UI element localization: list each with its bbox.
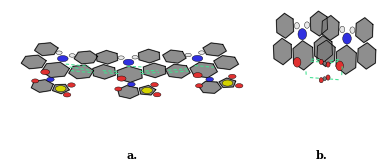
Circle shape — [185, 53, 191, 57]
Circle shape — [298, 29, 306, 40]
Circle shape — [41, 69, 50, 75]
Circle shape — [68, 83, 75, 87]
Circle shape — [151, 82, 158, 87]
Polygon shape — [143, 63, 166, 78]
Circle shape — [58, 56, 68, 62]
Polygon shape — [273, 38, 291, 65]
Text: a.: a. — [127, 150, 138, 161]
Polygon shape — [42, 62, 70, 77]
Circle shape — [305, 22, 310, 28]
Polygon shape — [199, 81, 222, 93]
Circle shape — [69, 54, 75, 57]
Circle shape — [192, 55, 203, 61]
Circle shape — [326, 75, 330, 80]
Circle shape — [195, 84, 203, 88]
Circle shape — [295, 23, 300, 29]
Circle shape — [127, 82, 135, 87]
Polygon shape — [93, 65, 115, 79]
Circle shape — [350, 27, 355, 33]
Circle shape — [319, 59, 323, 64]
Circle shape — [31, 79, 39, 83]
Circle shape — [222, 80, 233, 86]
Polygon shape — [219, 78, 236, 87]
Polygon shape — [314, 36, 333, 62]
Polygon shape — [356, 18, 373, 43]
Circle shape — [340, 26, 345, 33]
Polygon shape — [69, 65, 94, 79]
Polygon shape — [336, 45, 356, 74]
Circle shape — [336, 61, 343, 71]
Circle shape — [115, 87, 122, 91]
Polygon shape — [139, 86, 156, 95]
Circle shape — [323, 77, 326, 81]
Circle shape — [118, 56, 124, 59]
Circle shape — [46, 77, 54, 82]
Circle shape — [326, 62, 330, 67]
Polygon shape — [293, 41, 313, 70]
Circle shape — [63, 93, 71, 97]
Polygon shape — [214, 56, 238, 69]
Circle shape — [206, 77, 214, 81]
Circle shape — [142, 87, 152, 94]
Polygon shape — [358, 43, 376, 69]
Polygon shape — [53, 84, 69, 94]
Polygon shape — [317, 40, 335, 66]
Circle shape — [319, 77, 323, 83]
Polygon shape — [117, 66, 142, 82]
Polygon shape — [276, 13, 293, 38]
Polygon shape — [74, 51, 98, 64]
Polygon shape — [21, 55, 46, 69]
Circle shape — [199, 51, 205, 54]
Polygon shape — [35, 43, 58, 56]
Circle shape — [323, 61, 326, 65]
Circle shape — [56, 51, 62, 54]
Circle shape — [343, 33, 351, 44]
Circle shape — [228, 74, 236, 79]
Polygon shape — [203, 43, 226, 56]
Text: b.: b. — [316, 150, 328, 161]
Circle shape — [293, 57, 301, 67]
Circle shape — [123, 59, 134, 65]
Polygon shape — [96, 50, 118, 64]
Polygon shape — [31, 80, 53, 92]
Polygon shape — [118, 86, 139, 99]
Circle shape — [117, 76, 126, 81]
Polygon shape — [166, 64, 190, 78]
Circle shape — [235, 84, 243, 88]
Polygon shape — [163, 50, 186, 63]
Polygon shape — [322, 16, 339, 40]
Circle shape — [193, 73, 202, 78]
Circle shape — [55, 86, 66, 92]
Polygon shape — [190, 62, 217, 78]
Circle shape — [153, 93, 161, 97]
Polygon shape — [139, 49, 160, 63]
Circle shape — [132, 55, 138, 59]
Polygon shape — [310, 11, 328, 36]
